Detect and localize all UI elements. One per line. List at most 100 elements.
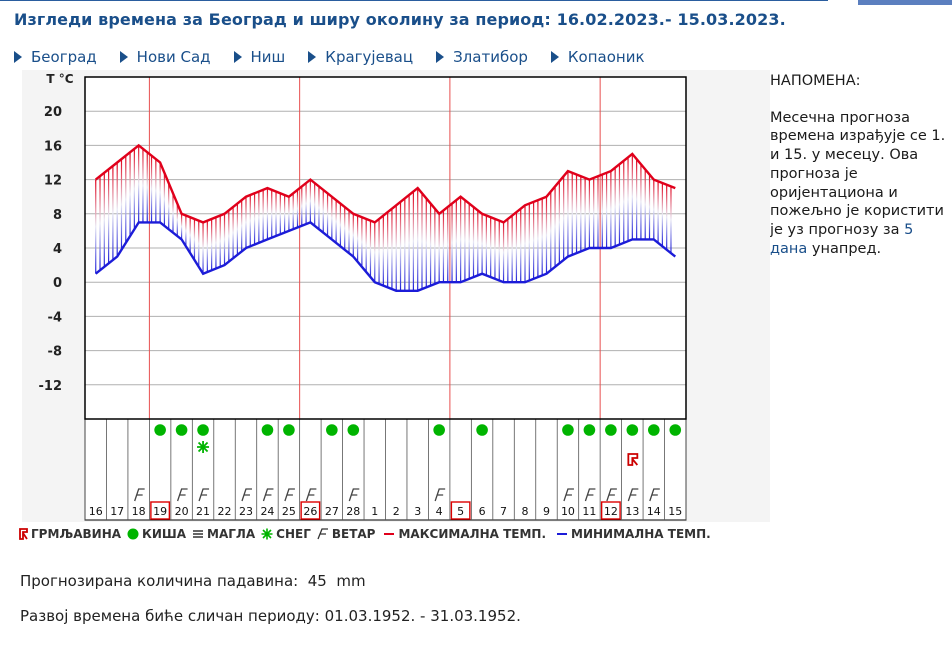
band-hatch xyxy=(670,186,672,254)
band-hatch xyxy=(284,194,286,233)
band-hatch xyxy=(438,213,440,283)
band-hatch xyxy=(580,176,582,252)
legend-thunder-label: ГРМЉАВИНА xyxy=(31,527,122,541)
legend-snow-label: СНЕГ xyxy=(276,527,311,541)
arrow-right-icon xyxy=(14,51,22,63)
city-link-beograd[interactable]: Београд xyxy=(14,48,97,66)
band-hatch xyxy=(657,181,659,243)
band-hatch xyxy=(378,218,380,284)
city-link-nis[interactable]: Ниш xyxy=(233,48,286,66)
day-label: 14 xyxy=(647,505,661,518)
city-label[interactable]: Нови Сад xyxy=(136,48,211,66)
rain-icon xyxy=(433,424,445,436)
band-hatch xyxy=(563,176,565,260)
band-hatch xyxy=(618,164,621,245)
band-hatch xyxy=(417,188,419,291)
wind-icon xyxy=(176,488,188,502)
day-label: 1 xyxy=(371,505,378,518)
city-label[interactable]: Крагујевац xyxy=(325,48,414,66)
rain-icon xyxy=(261,424,274,436)
five-day-forecast-link[interactable]: 5 дана xyxy=(770,221,914,257)
band-hatch xyxy=(494,218,496,279)
wind-icon xyxy=(305,488,317,502)
rain-icon xyxy=(626,424,639,436)
highlighted-day-box xyxy=(150,501,171,520)
city-label[interactable]: Копаоник xyxy=(567,48,645,66)
band-hatch xyxy=(292,193,294,230)
min-temp-line xyxy=(94,221,677,293)
legend-snow: СНЕГ xyxy=(261,527,311,541)
band-hatch xyxy=(408,194,410,291)
band-hatch xyxy=(369,220,372,278)
top-border-line xyxy=(0,0,828,1)
y-tick-label: 8 xyxy=(53,208,62,223)
city-link-kragujevac[interactable]: Крагујевац xyxy=(308,48,413,66)
band-hatch xyxy=(387,212,389,288)
band-hatch xyxy=(206,220,208,272)
band-hatch xyxy=(558,181,560,264)
precipitation-label: Прогнозирана количина падавина: xyxy=(20,572,299,590)
day-label: 24 xyxy=(260,505,274,518)
band-hatch xyxy=(108,169,110,264)
band-hatch xyxy=(610,171,612,248)
band-hatch xyxy=(339,203,342,247)
band-hatch xyxy=(533,201,535,279)
legend-thunder: ГРМЉАВИНА xyxy=(18,527,121,541)
band-hatch xyxy=(279,193,281,235)
band-hatch xyxy=(490,217,492,278)
band-hatch xyxy=(537,200,539,278)
note-tail: унапред. xyxy=(811,240,882,257)
day-label: 8 xyxy=(522,505,529,518)
band-hatch xyxy=(627,157,629,242)
band-hatch xyxy=(211,218,213,271)
city-label[interactable]: Ниш xyxy=(250,48,286,66)
rain-icon xyxy=(326,424,338,436)
band-hatch xyxy=(640,164,642,240)
wind-icon xyxy=(317,528,328,540)
band-hatch xyxy=(95,179,97,274)
band-hatch xyxy=(382,215,384,286)
city-link-zlatibor[interactable]: Златибор xyxy=(436,48,528,66)
band-hatch xyxy=(241,200,243,252)
note-heading: НАПОМЕНА: xyxy=(770,73,861,89)
day-label: 9 xyxy=(543,505,550,518)
band-hatch xyxy=(112,165,114,260)
band-hatch xyxy=(575,174,578,254)
city-link-novi-sad[interactable]: Нови Сад xyxy=(119,48,211,66)
day-label: 3 xyxy=(414,505,421,518)
band-hatch xyxy=(262,189,264,242)
corner-banner xyxy=(858,0,952,5)
band-hatch xyxy=(193,218,196,260)
band-hatch xyxy=(120,159,123,250)
wind-icon xyxy=(584,488,596,502)
note-text: Месечна прогноза времена израђује се 1. … xyxy=(770,109,946,238)
rain-icon xyxy=(648,424,660,436)
band-hatch xyxy=(528,203,530,281)
band-hatch xyxy=(511,215,513,283)
snow-icon xyxy=(261,528,273,540)
rain-icon xyxy=(476,424,488,436)
city-label[interactable]: Београд xyxy=(31,48,97,66)
city-link-kopaonik[interactable]: Копаоник xyxy=(550,48,645,66)
legend-max-label: МАКСИМАЛНА ТЕМП. xyxy=(398,527,546,541)
band-hatch xyxy=(249,194,251,247)
y-tick-label: -12 xyxy=(39,379,63,394)
highlighted-day-box xyxy=(450,501,471,520)
band-hatch xyxy=(460,196,462,283)
band-hatch xyxy=(228,210,230,262)
city-label[interactable]: Златибор xyxy=(453,48,528,66)
band-hatch xyxy=(464,200,466,281)
day-label: 25 xyxy=(282,505,296,518)
band-hatch xyxy=(631,153,633,240)
band-hatch xyxy=(412,191,415,291)
band-hatch xyxy=(593,177,595,248)
arrow-right-icon xyxy=(233,51,242,63)
legend-max: МАКСИМАЛНА ТЕМП. xyxy=(383,527,546,541)
band-hatch xyxy=(215,217,217,269)
legend-min: МИНИМАЛНА ТЕМП. xyxy=(556,527,711,541)
day-label: 13 xyxy=(625,505,639,518)
band-hatch xyxy=(502,222,505,283)
band-hatch xyxy=(421,193,423,290)
y-tick-label: 12 xyxy=(44,174,62,189)
band-hatch xyxy=(314,183,316,226)
